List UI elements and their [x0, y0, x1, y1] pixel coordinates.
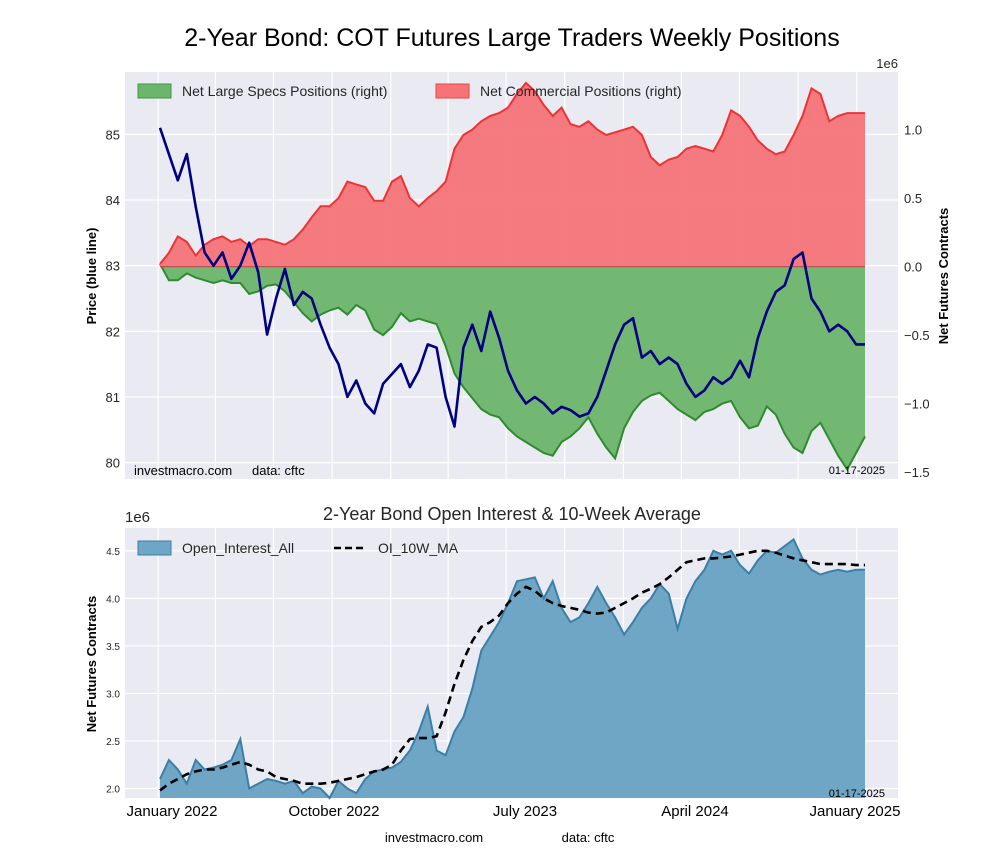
bottom-legend: Open_Interest_All OI_10W_MA: [137, 540, 459, 556]
bottom-watermark-source: data: cftc: [562, 830, 615, 845]
bottom-y-tick-label: 3.0: [106, 689, 120, 700]
top-left-tick-label: 83: [106, 259, 120, 274]
top-left-axis-ticks: 80 81 82 83 84 85: [106, 127, 120, 470]
bottom-y-tick-label: 3.5: [106, 642, 120, 653]
legend-label-open-interest: Open_Interest_All: [182, 540, 294, 556]
top-right-tick-label: −1.5: [904, 465, 930, 480]
top-legend: Net Large Specs Positions (right) Net Co…: [137, 83, 682, 99]
top-right-tick-label: 0.0: [904, 260, 922, 275]
top-left-axis-label: Price (blue line): [84, 228, 99, 325]
top-right-tick-label: 0.5: [904, 191, 922, 206]
top-right-axis-ticks: −1.5 −1.0 −0.5 0.0 0.5 1.0: [904, 123, 930, 481]
bottom-x-tick-label: January 2022: [127, 803, 218, 820]
top-left-tick-label: 80: [106, 456, 120, 471]
top-left-tick-label: 84: [106, 193, 120, 208]
bottom-y-tick-label: 2.0: [106, 784, 120, 795]
bottom-x-tick-label: October 2022: [289, 803, 380, 820]
figure-title: 2-Year Bond: COT Futures Large Traders W…: [184, 24, 839, 52]
top-watermark-site: investmacro.com: [134, 463, 232, 478]
top-area-series: [159, 81, 866, 472]
commercial-line: [159, 81, 865, 265]
bottom-watermark-site: investmacro.com: [385, 830, 483, 845]
bottom-y-axis-label: Net Futures Contracts: [84, 596, 99, 733]
legend-label-specs: Net Large Specs Positions (right): [182, 83, 387, 99]
bottom-series: [159, 537, 865, 800]
top-watermark-source: data: cftc: [252, 463, 305, 478]
top-date-label: 01-17-2025: [829, 465, 885, 477]
commercial-area: [160, 83, 865, 267]
open-interest-chart: 2-Year Bond Open Interest & 10-Week Aver…: [84, 504, 900, 845]
bottom-y-axis-ticks: 2.0 2.5 3.0 3.5 4.0 4.5: [106, 547, 120, 796]
legend-label-commercial: Net Commercial Positions (right): [480, 83, 682, 99]
bottom-y-tick-label: 4.0: [106, 594, 120, 605]
top-left-tick-label: 85: [106, 127, 120, 142]
top-right-axis-label: Net Futures Contracts: [936, 208, 951, 345]
legend-swatch-commercial: [435, 83, 470, 99]
top-right-axis-multiplier: 1e6: [876, 56, 898, 71]
top-right-tick-label: −1.0: [904, 397, 930, 412]
bottom-x-tick-label: April 2024: [661, 803, 729, 820]
top-right-tick-label: 1.0: [904, 123, 922, 138]
bottom-x-tick-label: July 2023: [493, 803, 557, 820]
top-price-series: [158, 127, 865, 428]
top-left-tick-label: 81: [106, 390, 120, 405]
bottom-date-label: 01-17-2025: [829, 788, 885, 800]
bottom-y-tick-label: 2.5: [106, 737, 120, 748]
legend-swatch-open-interest: [137, 540, 172, 556]
cot-positions-chart: 80 81 82 83 84 85 −1.5 −1.0 −0.5 0.0 0.5 1.0 1e6 P…: [84, 56, 951, 480]
price-line: [158, 127, 865, 428]
specs-line: [159, 263, 866, 472]
legend-swatch-specs: [137, 83, 172, 99]
bottom-x-axis-ticks: January 2022 October 2022 July 2023 April 2…: [127, 803, 901, 820]
top-right-tick-label: −0.5: [904, 328, 930, 343]
bottom-axis-multiplier: 1e6: [125, 509, 150, 526]
top-left-tick-label: 82: [106, 324, 120, 339]
bottom-chart-title: 2-Year Bond Open Interest & 10-Week Aver…: [323, 504, 701, 524]
bottom-y-tick-label: 4.5: [106, 547, 120, 558]
bottom-x-tick-label: January 2025: [810, 803, 901, 820]
open-interest-line: [159, 537, 865, 800]
specs-area: [160, 263, 865, 470]
open-interest-area: [160, 539, 865, 798]
legend-label-ma: OI_10W_MA: [378, 540, 459, 556]
